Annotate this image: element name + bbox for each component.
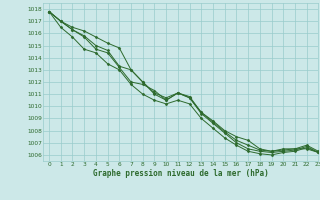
X-axis label: Graphe pression niveau de la mer (hPa): Graphe pression niveau de la mer (hPa) [93, 169, 269, 178]
